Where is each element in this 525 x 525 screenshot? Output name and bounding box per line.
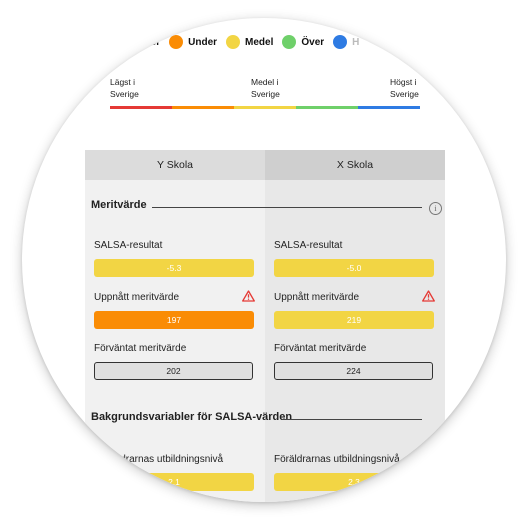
- legend-item-langt-under: c under: [124, 37, 160, 48]
- legend-label-langt-under: c under: [124, 36, 161, 48]
- foraldrar-label-left: ldrarnas utbildningsnivå: [118, 454, 224, 465]
- column-header-y-skola[interactable]: Y Skola: [85, 150, 265, 180]
- scale-segment-1: [110, 106, 172, 109]
- legend-dot-hogt-over: [333, 35, 348, 49]
- legend-label-under: Under: [188, 36, 218, 48]
- scale-mid-line2: Sverige: [251, 89, 280, 99]
- uppnatt-value-right: 219: [274, 311, 434, 329]
- section-title-bakgrund: Bakgrundsvariabler för SALSA-värden: [91, 411, 293, 423]
- scale-bar: [110, 106, 420, 109]
- legend-item-hogt-over: H: [333, 35, 359, 49]
- foraldrar-value-left: 2.1: [94, 473, 254, 491]
- legend-item-under: Under: [169, 35, 217, 49]
- scale-low-line1: Lägst i: [110, 77, 136, 87]
- legend-item-medel: Medel: [226, 35, 273, 49]
- salsa-label-right: SALSA-resultat: [274, 240, 343, 251]
- uppnatt-value-left: 197: [94, 311, 254, 329]
- section-divider-bakgrund: [282, 419, 422, 420]
- foraldrar-value-right: 2.3: [274, 473, 434, 491]
- scale-low-line2: Sverige: [110, 89, 139, 99]
- section-divider-meritvarde: [152, 207, 422, 208]
- legend-label-over: Över: [301, 36, 325, 48]
- warning-icon: [242, 290, 255, 302]
- column-header-x-skola[interactable]: X Skola: [265, 150, 445, 180]
- forvantat-label-right: Förväntat meritvärde: [274, 343, 367, 354]
- section-title-meritvarde: Meritvärde: [91, 199, 147, 211]
- scale-mid-line1: Medel i: [251, 77, 279, 87]
- foraldrar-label-right: Föräldrarnas utbildningsnivå: [274, 454, 400, 465]
- scale-segment-4: [296, 106, 358, 109]
- legend: c under Under Medel Över H: [124, 34, 368, 50]
- scale-label-low: Lägst i Sverige: [110, 76, 139, 100]
- forvantat-value-left: 202: [94, 362, 253, 380]
- legend-label-medel: Medel: [245, 36, 274, 48]
- legend-item-over: Över: [282, 35, 324, 49]
- salsa-value-left: -5.3: [94, 259, 254, 277]
- legend-label-hogt-over: H: [352, 36, 360, 48]
- salsa-label-left: SALSA-resultat: [94, 240, 163, 251]
- scale-label-mid: Medel i Sverige: [251, 76, 280, 100]
- uppnatt-label-left: Uppnått meritvärde: [94, 292, 180, 303]
- scale-label-high: Högst i Sverige: [390, 76, 419, 100]
- circular-viewport: c under Under Medel Över H: [22, 18, 506, 502]
- forvantat-value-right: 224: [274, 362, 433, 380]
- legend-dot-under: [169, 35, 184, 49]
- warning-icon: [422, 290, 435, 302]
- scale-high-line1: Högst i: [390, 77, 417, 87]
- scale-segment-5: [358, 106, 420, 109]
- scale-segment-2: [172, 106, 234, 109]
- scale-segment-3: [234, 106, 296, 109]
- legend-dot-over: [282, 35, 297, 49]
- legend-dot-medel: [226, 35, 241, 49]
- uppnatt-label-right: Uppnått meritvärde: [274, 292, 360, 303]
- scale-high-line2: Sverige: [390, 89, 419, 99]
- forvantat-label-left: Förväntat meritvärde: [94, 343, 187, 354]
- salsa-value-right: -5.0: [274, 259, 434, 277]
- info-icon[interactable]: i: [429, 202, 442, 215]
